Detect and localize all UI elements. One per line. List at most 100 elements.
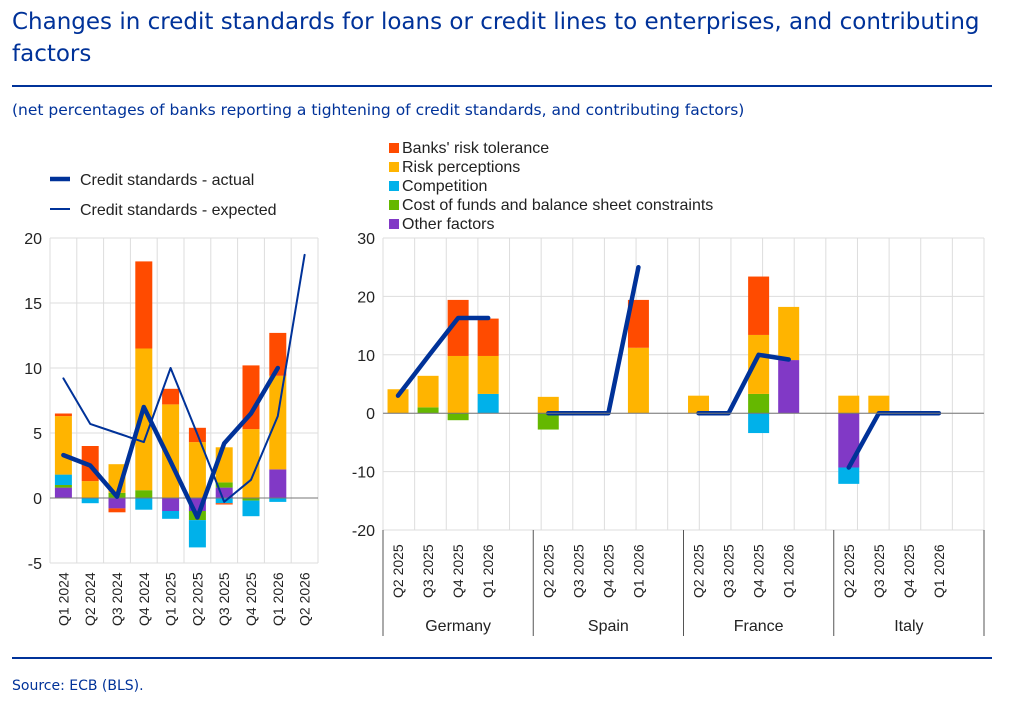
bar-segment: [778, 360, 800, 414]
bar-segment: [54, 485, 72, 488]
x-tick-label: Q4 2025: [751, 544, 767, 598]
x-tick-label: Q2 2025: [189, 572, 205, 626]
legend-label: Risk perceptions: [402, 159, 520, 176]
bar-segment: [162, 498, 180, 511]
y-tick-label: 20: [24, 231, 42, 248]
legend-swatch: [389, 143, 399, 153]
x-tick-label: Q1 2026: [270, 572, 286, 626]
legend-label: Credit standards - actual: [80, 172, 254, 189]
bar-segment: [417, 375, 439, 408]
bar-segment: [135, 498, 153, 510]
bar-segment: [162, 511, 180, 519]
x-tick-label: Q3 2025: [871, 544, 887, 598]
x-tick-label: Q4 2025: [243, 572, 259, 626]
y-tick-label: -5: [28, 556, 42, 573]
group-label: Spain: [588, 618, 629, 635]
legend-label: Cost of funds and balance sheet constrai…: [402, 197, 713, 214]
actual-line: [846, 410, 942, 470]
y-tick-label: 30: [357, 231, 375, 248]
legend-swatch: [389, 162, 399, 172]
source-note: Source: ECB (BLS).: [12, 678, 144, 694]
x-tick-label: Q2 2026: [297, 572, 313, 626]
bar-segment: [447, 413, 469, 421]
bar-segment: [269, 332, 287, 376]
bar-segment: [477, 355, 499, 394]
bar-segment: [537, 396, 559, 414]
bar-segment: [537, 413, 559, 430]
bar-segment: [188, 442, 206, 498]
y-tick-label: 0: [33, 491, 42, 508]
bar-segment: [215, 482, 233, 488]
group-label: France: [734, 618, 784, 635]
legend-label: Other factors: [402, 216, 494, 233]
x-tick-label: Q4 2025: [450, 544, 466, 598]
actual-line: [61, 365, 281, 520]
bar-segment: [748, 413, 770, 434]
bar-segment: [81, 498, 99, 504]
bar-segment: [81, 481, 99, 498]
bar-segment: [135, 261, 153, 349]
bar-segment: [868, 395, 890, 414]
y-tick-label: 10: [357, 348, 375, 365]
x-tick-label: Q2 2025: [841, 544, 857, 598]
x-tick-label: Q3 2024: [109, 572, 125, 626]
legend-label: Credit standards - expected: [80, 202, 277, 219]
bar-segment: [215, 503, 233, 505]
bar-segment: [778, 306, 800, 361]
bar-segment: [54, 413, 72, 417]
actual-line: [395, 315, 491, 398]
bar-segment: [838, 467, 860, 484]
x-tick-label: Q1 2026: [480, 544, 496, 598]
bar-segment: [269, 469, 287, 498]
bar-segment: [108, 508, 126, 513]
bar-segment: [54, 416, 72, 475]
bar-segment: [242, 498, 260, 501]
y-tick-label: 0: [366, 406, 375, 423]
bar-segment: [748, 393, 770, 414]
bar-segment: [162, 388, 180, 405]
bar-segment: [215, 487, 233, 498]
x-tick-label: Q3 2025: [570, 544, 586, 598]
x-tick-label: Q1 2024: [55, 572, 71, 626]
x-tick-label: Q4 2024: [136, 572, 152, 626]
expected-line: [62, 253, 306, 503]
bar-segment: [748, 276, 770, 335]
top-rule: [12, 85, 992, 87]
bar-segment: [135, 490, 153, 498]
x-tick-label: Q3 2025: [420, 544, 436, 598]
bar-segment: [627, 347, 649, 414]
x-tick-label: Q3 2025: [216, 572, 232, 626]
bar-segment: [447, 299, 469, 356]
x-tick-label: Q1 2026: [630, 544, 646, 598]
x-tick-label: Q1 2026: [781, 544, 797, 598]
group-label: Germany: [425, 618, 491, 635]
y-tick-label: -10: [352, 465, 375, 482]
bottom-rule: [12, 657, 992, 659]
legend-swatch: [389, 181, 399, 191]
bar-segment: [838, 413, 860, 468]
x-tick-label: Q2 2025: [540, 544, 556, 598]
bar-segment: [188, 520, 206, 548]
bar-segment: [748, 334, 770, 394]
y-tick-label: 20: [357, 289, 375, 306]
x-tick-label: Q4 2025: [901, 544, 917, 598]
y-tick-label: 10: [24, 361, 42, 378]
actual-line: [696, 352, 791, 416]
x-tick-label: Q2 2025: [390, 544, 406, 598]
x-tick-label: Q2 2025: [691, 544, 707, 598]
bar-segment: [627, 299, 649, 348]
bar-segment: [387, 389, 409, 414]
bar-segment: [108, 498, 126, 509]
bar-segment: [54, 487, 72, 498]
legend-label: Banks' risk tolerance: [402, 140, 549, 157]
bar-segment: [417, 407, 439, 414]
bar-segment: [269, 498, 287, 502]
x-tick-label: Q4 2025: [600, 544, 616, 598]
bar-segment: [135, 348, 153, 491]
x-tick-label: Q1 2025: [163, 572, 179, 626]
y-tick-label: -20: [352, 523, 375, 540]
bar-segment: [688, 395, 710, 414]
x-tick-label: Q3 2025: [721, 544, 737, 598]
legend-swatch: [389, 219, 399, 229]
